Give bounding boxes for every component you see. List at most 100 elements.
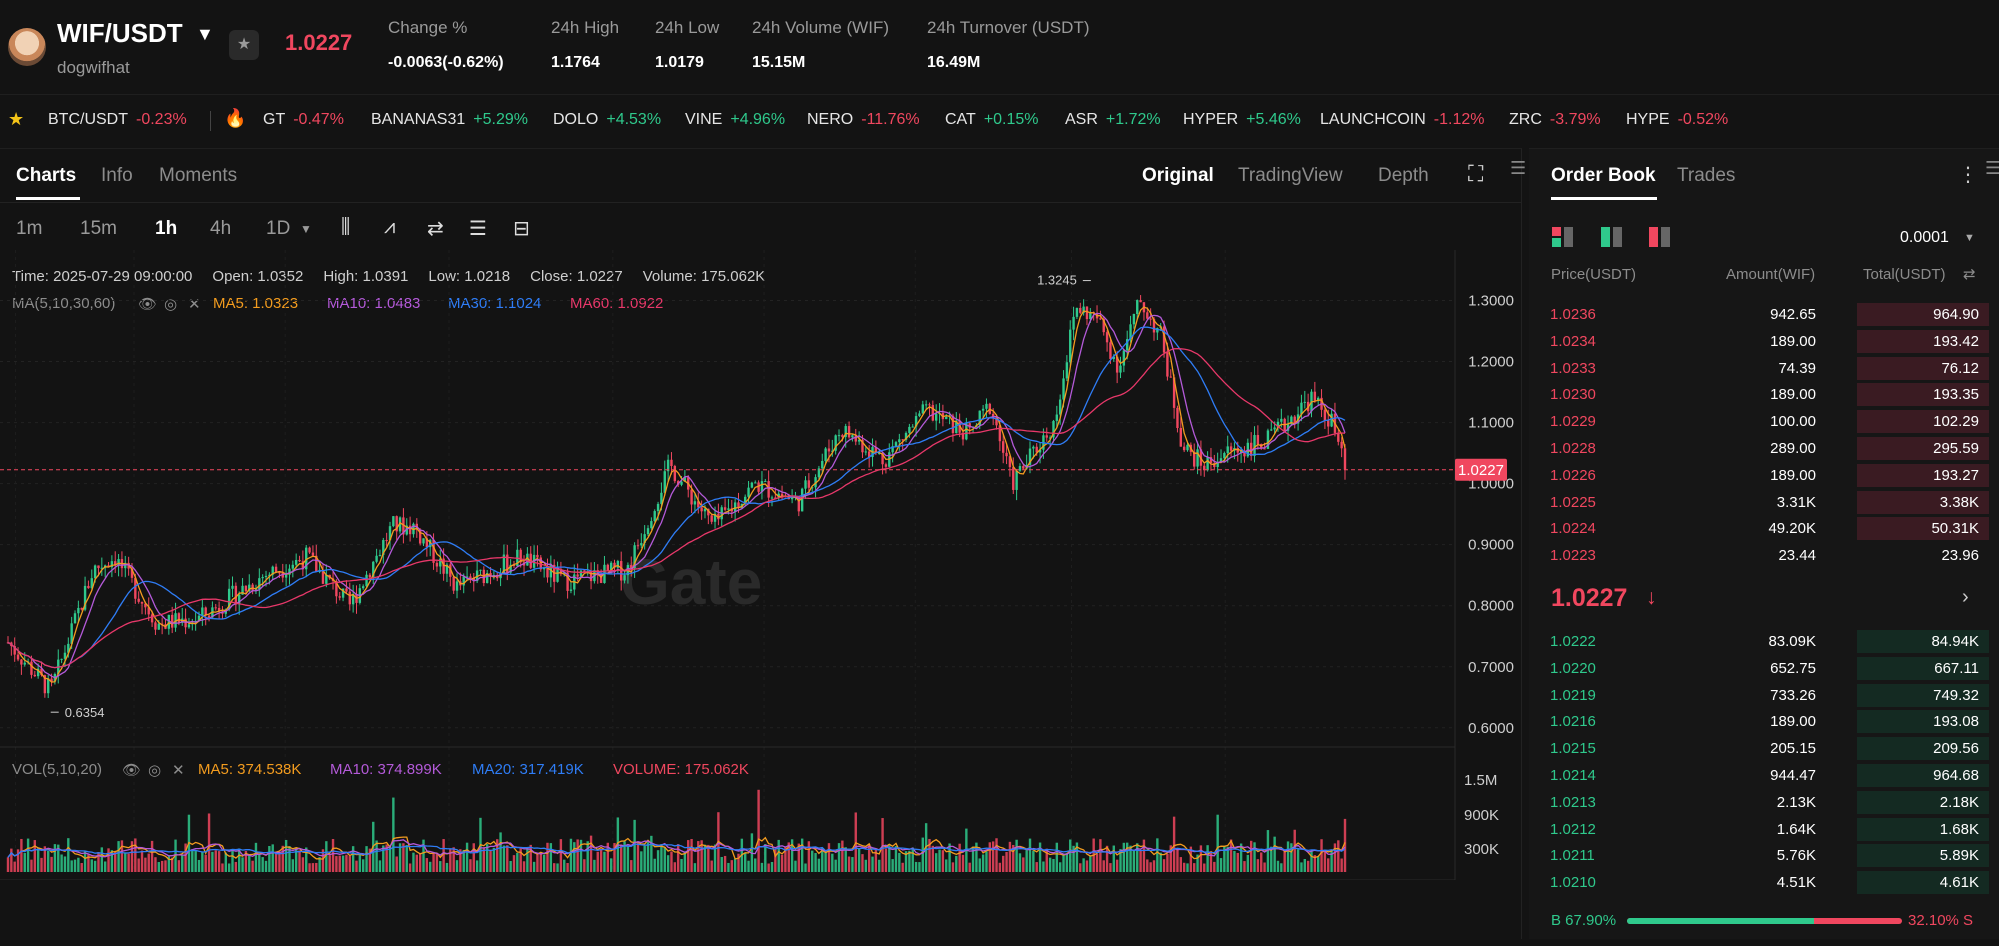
ask-price: 1.0226 bbox=[1550, 466, 1596, 484]
volume-bar bbox=[613, 843, 616, 872]
chevron-down-icon[interactable]: ▼ bbox=[300, 222, 312, 236]
volume-bar bbox=[673, 862, 677, 872]
candle-body bbox=[774, 497, 777, 499]
volume-bar bbox=[911, 847, 914, 872]
bid-row[interactable]: 1.0220 652.75 667.11 bbox=[1529, 655, 1991, 682]
candle-body bbox=[439, 558, 442, 567]
vol-ma5-value: MA5: 374.538K bbox=[198, 761, 302, 778]
compare-icon[interactable]: ⇄ bbox=[427, 218, 444, 240]
ma60-line bbox=[7, 347, 1346, 669]
bid-row[interactable]: 1.0214 944.47 964.68 bbox=[1529, 762, 1991, 789]
book-both-icon[interactable] bbox=[1552, 227, 1574, 247]
eye-icon[interactable]: 👁 bbox=[122, 762, 142, 779]
precision-select[interactable]: 0.0001 bbox=[1900, 229, 1949, 246]
ticker-item[interactable]: BANANAS31 +5.29% bbox=[371, 111, 528, 128]
bid-row[interactable]: 1.0212 1.64K 1.68K bbox=[1529, 816, 1991, 843]
candle-body bbox=[807, 480, 811, 488]
timeframe-4h[interactable]: 4h bbox=[210, 218, 232, 239]
bid-row[interactable]: 1.0211 5.76K 5.89K bbox=[1529, 842, 1991, 869]
pair-title[interactable]: WIF/USDT bbox=[57, 18, 183, 48]
ticker-item[interactable]: HYPER +5.46% bbox=[1183, 111, 1301, 128]
settings-icon[interactable]: ◎ bbox=[164, 296, 178, 313]
favorite-star-icon[interactable]: ★ bbox=[229, 30, 259, 60]
candle-body bbox=[542, 568, 546, 570]
candle-body bbox=[566, 572, 569, 591]
timeframe-1h[interactable]: 1h bbox=[155, 218, 178, 239]
volume-tick-label: 1.5M bbox=[1464, 772, 1497, 789]
volume-bar bbox=[1249, 840, 1253, 872]
tab-trades[interactable]: Trades bbox=[1677, 165, 1736, 186]
favorites-star-icon[interactable]: ★ bbox=[8, 109, 25, 129]
ask-row[interactable]: 1.0224 49.20K 50.31K bbox=[1529, 515, 1991, 542]
ask-row[interactable]: 1.0223 23.44 23.96 bbox=[1529, 542, 1991, 569]
ticker-item[interactable]: VINE +4.96% bbox=[685, 111, 786, 128]
ticker-item[interactable]: ASR +1.72% bbox=[1065, 111, 1161, 128]
ticker-item[interactable]: GT -0.47% bbox=[263, 111, 344, 128]
timeframe-1d[interactable]: 1D bbox=[266, 218, 291, 239]
bid-row[interactable]: 1.0210 4.51K 4.61K bbox=[1529, 869, 1991, 896]
price-chart[interactable]: 1.30001.20001.10001.00000.90000.80000.70… bbox=[0, 250, 1521, 880]
ask-amount: 189.00 bbox=[1770, 386, 1816, 404]
bid-amount: 189.00 bbox=[1770, 713, 1816, 731]
ask-row[interactable]: 1.0228 289.00 295.59 bbox=[1529, 435, 1991, 462]
timeframe-1m[interactable]: 1m bbox=[16, 218, 43, 239]
candle-body bbox=[1058, 399, 1062, 415]
book-bids-icon[interactable] bbox=[1601, 227, 1623, 247]
template-icon[interactable]: ⊟ bbox=[513, 218, 530, 240]
candle-body bbox=[1293, 416, 1296, 424]
candle-body bbox=[43, 675, 47, 694]
volume-bar bbox=[1018, 853, 1022, 872]
candle-type-icon[interactable]: ⫼ bbox=[341, 216, 351, 238]
ask-row[interactable]: 1.0225 3.31K 3.38K bbox=[1529, 489, 1991, 516]
ask-row[interactable]: 1.0233 74.39 76.12 bbox=[1529, 355, 1991, 382]
bid-row[interactable]: 1.0222 83.09K 84.94K bbox=[1529, 628, 1991, 655]
book-asks-icon[interactable] bbox=[1649, 227, 1671, 247]
chevron-down-icon[interactable]: ▼ bbox=[1964, 232, 1975, 244]
list-settings-icon[interactable]: ☰ bbox=[469, 218, 487, 240]
ticker-item[interactable]: HYPE -0.52% bbox=[1626, 111, 1729, 128]
pair-dropdown-icon[interactable]: ▼ bbox=[196, 24, 214, 44]
candle-body bbox=[90, 578, 93, 589]
ask-row[interactable]: 1.0226 189.00 193.27 bbox=[1529, 462, 1991, 489]
tab-charts[interactable]: Charts bbox=[16, 165, 77, 186]
ticker-item[interactable]: BTC/USDT -0.23% bbox=[48, 111, 187, 128]
bid-row[interactable]: 1.0216 189.00 193.08 bbox=[1529, 708, 1991, 735]
bid-row[interactable]: 1.0215 205.15 209.56 bbox=[1529, 735, 1991, 762]
volume-bar bbox=[847, 856, 851, 872]
ask-row[interactable]: 1.0229 100.00 102.29 bbox=[1529, 408, 1991, 435]
ticker-item[interactable]: DOLO +4.53% bbox=[553, 111, 662, 128]
tab-order-book[interactable]: Order Book bbox=[1551, 165, 1656, 186]
settings-icon[interactable]: ◎ bbox=[148, 762, 162, 779]
view-original[interactable]: Original bbox=[1142, 165, 1214, 186]
more-options-icon[interactable]: ⋮ bbox=[1958, 164, 1978, 186]
chevron-right-icon[interactable]: › bbox=[1962, 586, 1969, 608]
volume-bar bbox=[281, 845, 284, 872]
close-icon[interactable]: ✕ bbox=[172, 762, 185, 779]
view-tradingview[interactable]: TradingView bbox=[1238, 165, 1343, 186]
volume-bar bbox=[1045, 848, 1048, 872]
fullscreen-icon[interactable]: ⛶ bbox=[1468, 161, 1484, 186]
ticker-item[interactable]: ZRC -3.79% bbox=[1509, 111, 1601, 128]
ticker-item[interactable]: LAUNCHCOIN -1.12% bbox=[1320, 111, 1485, 128]
ask-row[interactable]: 1.0230 189.00 193.35 bbox=[1529, 381, 1991, 408]
volume-bar bbox=[609, 858, 613, 872]
bid-row[interactable]: 1.0213 2.13K 2.18K bbox=[1529, 789, 1991, 816]
panel-menu-icon[interactable]: ☰ bbox=[1985, 158, 1999, 178]
indicator-icon[interactable]: ⩘ bbox=[384, 216, 396, 238]
ticker-item[interactable]: NERO -11.76% bbox=[807, 111, 920, 128]
bid-total: 5.89K bbox=[1939, 847, 1979, 865]
ask-row[interactable]: 1.0236 942.65 964.90 bbox=[1529, 301, 1991, 328]
tab-moments[interactable]: Moments bbox=[159, 165, 238, 186]
volume-bar bbox=[455, 860, 459, 872]
volume-bar bbox=[40, 857, 43, 872]
swap-unit-icon[interactable]: ⇄ bbox=[1963, 266, 1976, 283]
ask-row[interactable]: 1.0234 189.00 193.42 bbox=[1529, 328, 1991, 355]
volume-bar bbox=[351, 846, 355, 872]
timeframe-15m[interactable]: 15m bbox=[80, 218, 117, 239]
tab-info[interactable]: Info bbox=[101, 165, 133, 186]
bid-row[interactable]: 1.0219 733.26 749.32 bbox=[1529, 682, 1991, 709]
volume-bar bbox=[666, 855, 670, 872]
view-depth[interactable]: Depth bbox=[1378, 165, 1429, 186]
ticker-item[interactable]: CAT +0.15% bbox=[945, 111, 1039, 128]
panel-menu-icon[interactable]: ☰ bbox=[1510, 158, 1527, 178]
